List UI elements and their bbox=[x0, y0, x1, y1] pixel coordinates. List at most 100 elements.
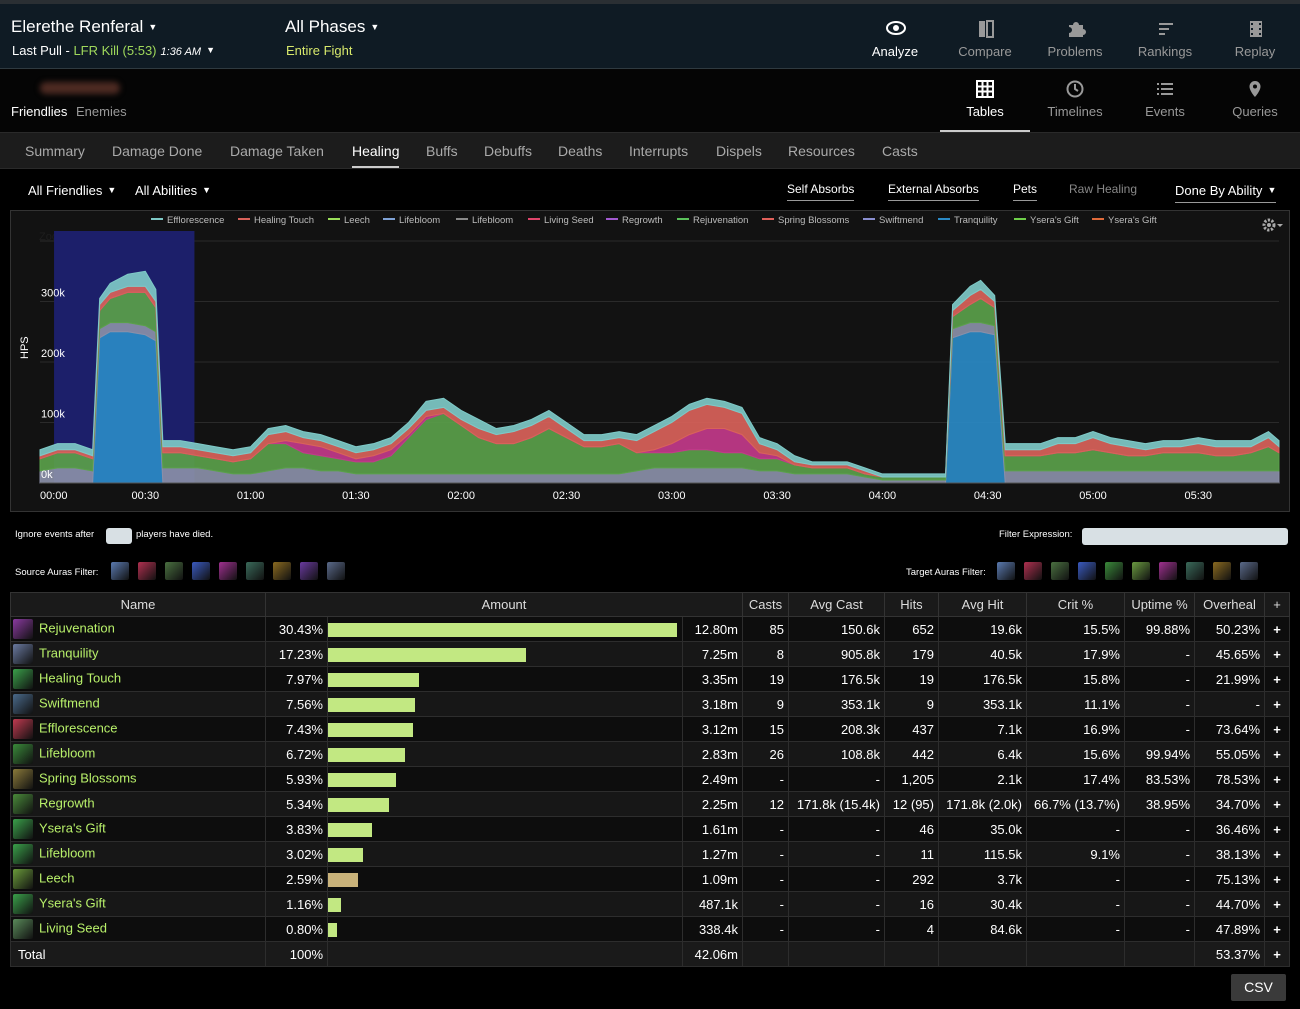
chart-plot[interactable]: 0k 100k 200k 300k 00:00 00:30 01:00 01:30 02:00 0… bbox=[11, 211, 1291, 511]
ability-name-cell[interactable]: Regrowth bbox=[10, 791, 266, 817]
csv-button[interactable]: CSV bbox=[1231, 974, 1286, 1001]
target-aura-icon[interactable] bbox=[1024, 562, 1042, 580]
target-aura-icon[interactable] bbox=[1078, 562, 1096, 580]
source-aura-icon[interactable] bbox=[165, 562, 183, 580]
col-uptime[interactable]: Uptime % bbox=[1124, 592, 1195, 617]
target-aura-icon[interactable] bbox=[1159, 562, 1177, 580]
ability-name-cell[interactable]: Rejuvenation bbox=[10, 616, 266, 642]
tab-deaths[interactable]: Deaths bbox=[558, 143, 603, 159]
expand-row-button[interactable]: + bbox=[1264, 916, 1290, 942]
target-aura-icon[interactable] bbox=[1186, 562, 1204, 580]
nav-problems[interactable]: Problems bbox=[1030, 4, 1120, 73]
deaths-count-input[interactable] bbox=[106, 528, 132, 544]
nav-rankings[interactable]: Rankings bbox=[1120, 4, 1210, 73]
table-row[interactable]: Efflorescence 7.43% 3.12m 15 208.3k 437 7.1k 16… bbox=[10, 716, 1290, 742]
abilities-filter[interactable]: All Abilities ▼ bbox=[135, 183, 211, 198]
target-aura-icon[interactable] bbox=[997, 562, 1015, 580]
table-row[interactable]: Spring Blossoms 5.93% 2.49m - -1,205 2.1k 17.4… bbox=[10, 766, 1290, 792]
expand-row-button[interactable]: + bbox=[1264, 766, 1290, 792]
enemies-toggle[interactable]: Enemies bbox=[76, 104, 127, 119]
view-queries[interactable]: Queries bbox=[1210, 69, 1300, 132]
col-expand[interactable]: + bbox=[1264, 592, 1290, 617]
legend-item[interactable]: Tranquility bbox=[938, 215, 997, 226]
source-aura-icon[interactable] bbox=[273, 562, 291, 580]
report-title-dropdown[interactable]: Elerethe Renferal ▼ bbox=[11, 17, 157, 37]
col-crit[interactable]: Crit % bbox=[1026, 592, 1125, 617]
ability-name-cell[interactable]: Lifebloom bbox=[10, 741, 266, 767]
expand-row-button[interactable]: + bbox=[1264, 691, 1290, 717]
tab-buffs[interactable]: Buffs bbox=[426, 143, 458, 159]
nav-analyze[interactable]: Analyze bbox=[850, 4, 940, 73]
source-aura-icon[interactable] bbox=[300, 562, 318, 580]
tab-casts[interactable]: Casts bbox=[882, 143, 918, 159]
ability-name-cell[interactable]: Efflorescence bbox=[10, 716, 266, 742]
expand-row-button[interactable]: + bbox=[1264, 741, 1290, 767]
expand-total-button[interactable]: + bbox=[1264, 941, 1290, 967]
expand-row-button[interactable]: + bbox=[1264, 666, 1290, 692]
friendlies-filter[interactable]: All Friendlies ▼ bbox=[28, 183, 116, 198]
ability-name-cell[interactable]: Swiftmend bbox=[10, 691, 266, 717]
expand-row-button[interactable]: + bbox=[1264, 891, 1290, 917]
source-aura-icon[interactable] bbox=[219, 562, 237, 580]
table-row[interactable]: Swiftmend 7.56% 3.18m 9 353.1k 9 353.1k 11.1% - -… bbox=[10, 691, 1290, 717]
tab-damage-taken[interactable]: Damage Taken bbox=[230, 143, 324, 159]
col-name[interactable]: Name bbox=[10, 592, 266, 617]
legend-item[interactable]: Swiftmend bbox=[863, 215, 923, 226]
target-aura-icon[interactable] bbox=[1051, 562, 1069, 580]
ability-name-cell[interactable]: Living Seed bbox=[10, 916, 266, 942]
gear-icon[interactable] bbox=[1261, 217, 1283, 233]
ability-name-cell[interactable]: Spring Blossoms bbox=[10, 766, 266, 792]
table-row[interactable]: Living Seed 0.80% 338.4k - -4 84.6k - -47.89% + bbox=[10, 916, 1290, 942]
healing-chart[interactable]: Efflorescence Healing Touch Leech Lifebloom… bbox=[10, 210, 1290, 512]
tab-debuffs[interactable]: Debuffs bbox=[484, 143, 532, 159]
external-absorbs-toggle[interactable]: External Absorbs bbox=[888, 182, 979, 201]
table-row[interactable]: Regrowth 5.34% 2.25m 12 171.8k (15.4k) 12 (95… bbox=[10, 791, 1290, 817]
col-casts[interactable]: Casts bbox=[742, 592, 789, 617]
nav-replay[interactable]: Replay bbox=[1210, 4, 1300, 73]
table-row[interactable]: Healing Touch 7.97% 3.35m 19 176.5k 19 176.5k 1… bbox=[10, 666, 1290, 692]
legend-item[interactable]: Healing Touch bbox=[238, 215, 314, 226]
view-timelines[interactable]: Timelines bbox=[1030, 69, 1120, 132]
legend-item[interactable]: Living Seed bbox=[528, 215, 594, 226]
expand-row-button[interactable]: + bbox=[1264, 816, 1290, 842]
legend-item[interactable]: Lifebloom bbox=[383, 215, 440, 226]
legend-item[interactable]: Ysera's Gift bbox=[1014, 215, 1079, 226]
self-absorbs-toggle[interactable]: Self Absorbs bbox=[787, 182, 855, 201]
source-aura-icon[interactable] bbox=[246, 562, 264, 580]
done-by-dropdown[interactable]: Done By Ability ▼ bbox=[1175, 183, 1277, 203]
target-aura-icon[interactable] bbox=[1132, 562, 1150, 580]
expand-row-button[interactable]: + bbox=[1264, 841, 1290, 867]
pull-selector[interactable]: Last Pull - LFR Kill (5:53) 1:36 AM ▼ bbox=[12, 43, 215, 58]
legend-item[interactable]: Ysera's Gift bbox=[1092, 215, 1157, 226]
legend-item[interactable]: Leech bbox=[328, 215, 370, 226]
ability-name-cell[interactable]: Lifebloom bbox=[10, 841, 266, 867]
legend-item[interactable]: Efflorescence bbox=[151, 215, 224, 226]
ability-name-cell[interactable]: Tranquility bbox=[10, 641, 266, 667]
target-aura-icon[interactable] bbox=[1213, 562, 1231, 580]
expand-row-button[interactable]: + bbox=[1264, 641, 1290, 667]
ability-name-cell[interactable]: Healing Touch bbox=[10, 666, 266, 692]
filter-expression-input[interactable] bbox=[1082, 528, 1288, 545]
expand-row-button[interactable]: + bbox=[1264, 616, 1290, 642]
table-row[interactable]: Leech 2.59% 1.09m - -292 3.7k - -75.13% + bbox=[10, 866, 1290, 892]
legend-item[interactable]: Spring Blossoms bbox=[762, 215, 849, 226]
col-avg-cast[interactable]: Avg Cast bbox=[788, 592, 885, 617]
expand-row-button[interactable]: + bbox=[1264, 716, 1290, 742]
pets-toggle[interactable]: Pets bbox=[1013, 182, 1038, 201]
ability-name-cell[interactable]: Ysera's Gift bbox=[10, 891, 266, 917]
legend-item[interactable]: Lifebloom bbox=[456, 215, 513, 226]
raw-healing-toggle[interactable]: Raw Healing bbox=[1069, 182, 1138, 196]
col-hits[interactable]: Hits bbox=[884, 592, 939, 617]
tab-summary[interactable]: Summary bbox=[25, 143, 85, 159]
tab-damage-done[interactable]: Damage Done bbox=[112, 143, 203, 159]
legend-item[interactable]: Rejuvenation bbox=[677, 215, 748, 226]
table-row[interactable]: Ysera's Gift 3.83% 1.61m - -46 35.0k - -36.46% + bbox=[10, 816, 1290, 842]
source-aura-icon[interactable] bbox=[111, 562, 129, 580]
table-row[interactable]: Lifebloom 3.02% 1.27m - -11 115.5k 9.1% -38.13%… bbox=[10, 841, 1290, 867]
table-row[interactable]: Ysera's Gift 1.16% 487.1k - -16 30.4k - -44.70%… bbox=[10, 891, 1290, 917]
ability-name-cell[interactable]: Leech bbox=[10, 866, 266, 892]
view-events[interactable]: Events bbox=[1120, 69, 1210, 132]
legend-item[interactable]: Regrowth bbox=[606, 215, 663, 226]
col-amount[interactable]: Amount bbox=[265, 592, 743, 617]
tab-dispels[interactable]: Dispels bbox=[716, 143, 762, 159]
